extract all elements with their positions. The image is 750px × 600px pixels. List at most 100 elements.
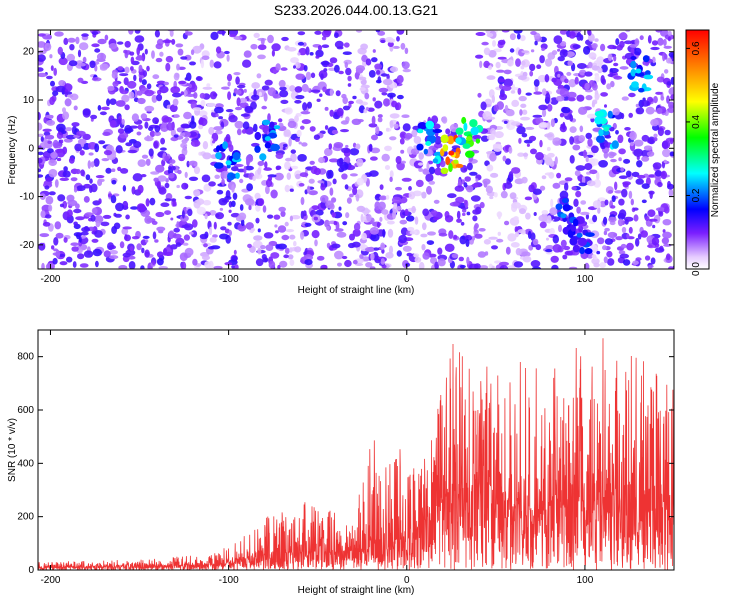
spectrogram-cell (337, 262, 342, 267)
spectrogram-cell (559, 49, 568, 58)
spectrogram-cell (482, 178, 491, 185)
spectrogram-cell (87, 160, 92, 169)
spectrogram-cell (91, 31, 99, 35)
spectrogram-cell (170, 217, 174, 221)
spectrogram-cell (175, 43, 184, 48)
spectrogram-cell (410, 148, 420, 155)
spectrogram-cell (433, 199, 440, 204)
spectrogram-cell (92, 77, 99, 81)
spectrogram-cell (111, 179, 117, 185)
spectrogram-cell (44, 214, 52, 219)
spectrogram-cell (352, 95, 357, 100)
spectrogram-cell (90, 161, 95, 168)
spectrogram-cell (181, 182, 189, 190)
spectrogram-cell (267, 113, 271, 123)
spectrogram-cell (510, 90, 516, 94)
spectrogram-cell (101, 158, 110, 162)
spectrogram-cell (633, 139, 644, 147)
x-tick-label: 0 (404, 274, 410, 285)
spectrogram-cell (333, 220, 338, 226)
spectrogram-cell (434, 167, 443, 176)
spectrogram-cell (668, 101, 674, 109)
spectrogram-cell (92, 248, 103, 257)
spectrogram-cell (618, 175, 628, 179)
spectrogram-cell (213, 126, 223, 131)
spectrogram-cell (525, 212, 531, 220)
spectrogram-cell (154, 239, 159, 243)
spectrogram-cell (528, 184, 535, 193)
spectrogram-cell (190, 49, 195, 56)
spectrogram-cell (603, 256, 608, 264)
spectrogram-cell (284, 161, 291, 170)
spectrogram-cell (97, 38, 107, 45)
spectrogram-cell (387, 228, 394, 238)
spectrogram-cell (275, 63, 281, 71)
spectrogram-cell (59, 177, 70, 181)
spectrogram-cell (273, 214, 281, 220)
spectrogram-cell (567, 97, 576, 102)
spectrogram-cell (395, 156, 402, 164)
spectrogram-cell (382, 78, 393, 86)
spectrogram-cell (381, 92, 388, 96)
spectrogram-cell (594, 74, 600, 83)
spectrogram-cell (620, 243, 627, 249)
spectrogram-cell (208, 126, 215, 135)
spectrogram-cell (564, 177, 573, 182)
spectrogram-cell (585, 156, 589, 163)
spectrogram-cell (509, 33, 516, 41)
spectrogram-cell (275, 152, 284, 159)
spectrogram-cell (128, 261, 136, 269)
spectrogram-hot-spot (432, 158, 439, 164)
spectrogram-cell (402, 123, 411, 132)
spectrogram-cell (176, 221, 180, 229)
spectrogram-cell (486, 75, 496, 80)
spectrogram-cell (634, 38, 640, 47)
spectrogram-cell (120, 90, 129, 95)
spectrogram-cell (47, 148, 54, 154)
spectrogram-cell (98, 140, 106, 145)
spectrogram-hot-spot (269, 121, 275, 129)
spectrogram-cell (244, 105, 254, 114)
spectrogram-cell (294, 137, 300, 142)
spectrogram-cell (192, 258, 198, 266)
spectrogram-cell (218, 116, 224, 120)
spectrogram-cell (257, 198, 265, 207)
chart-title: S233.2026.044.00.13.G21 (274, 2, 438, 18)
spectrogram-cell (576, 94, 585, 102)
spectrogram-hot-spot (442, 144, 449, 152)
spectrogram-cell (633, 47, 642, 56)
spectrogram-cell (507, 59, 514, 67)
spectrogram-cell (66, 209, 73, 217)
spectrogram-cell (521, 251, 531, 257)
spectrogram-cell (618, 250, 626, 255)
spectrogram-cell (192, 219, 198, 228)
spectrogram-cell (668, 51, 674, 58)
spectrogram-cell (159, 86, 169, 94)
spectrogram-cell (45, 195, 54, 205)
spectrogram-cell (129, 246, 134, 252)
y-tick-label: 10 (23, 95, 35, 106)
spectrogram-cell (536, 64, 542, 69)
spectrogram-cell (148, 126, 154, 131)
spectrogram-cell (55, 85, 66, 93)
spectrogram-cell (666, 81, 672, 86)
spectrogram-cell (393, 201, 398, 210)
spectrogram-cell (151, 94, 158, 103)
spectrogram-cell (109, 250, 118, 255)
spectrogram-cell (144, 136, 154, 142)
spectrogram-cell (662, 229, 666, 233)
spectrogram-cell (572, 144, 581, 151)
spectrogram-cell (132, 173, 143, 182)
spectrogram-cell (608, 216, 617, 223)
spectrogram-cell (159, 51, 164, 57)
spectrogram-hot-spot (447, 135, 455, 145)
spectrogram-cell (604, 199, 609, 206)
spectrogram-cell (134, 35, 145, 43)
spectrogram-cell (58, 80, 66, 87)
spectrogram-cell (114, 213, 122, 218)
spectrogram-cell (207, 246, 215, 250)
spectrogram-cell (163, 81, 169, 86)
spectrogram-hot-spot (560, 213, 567, 219)
spectrogram-hot-spot (215, 145, 221, 152)
spectrogram-cell (378, 201, 386, 211)
